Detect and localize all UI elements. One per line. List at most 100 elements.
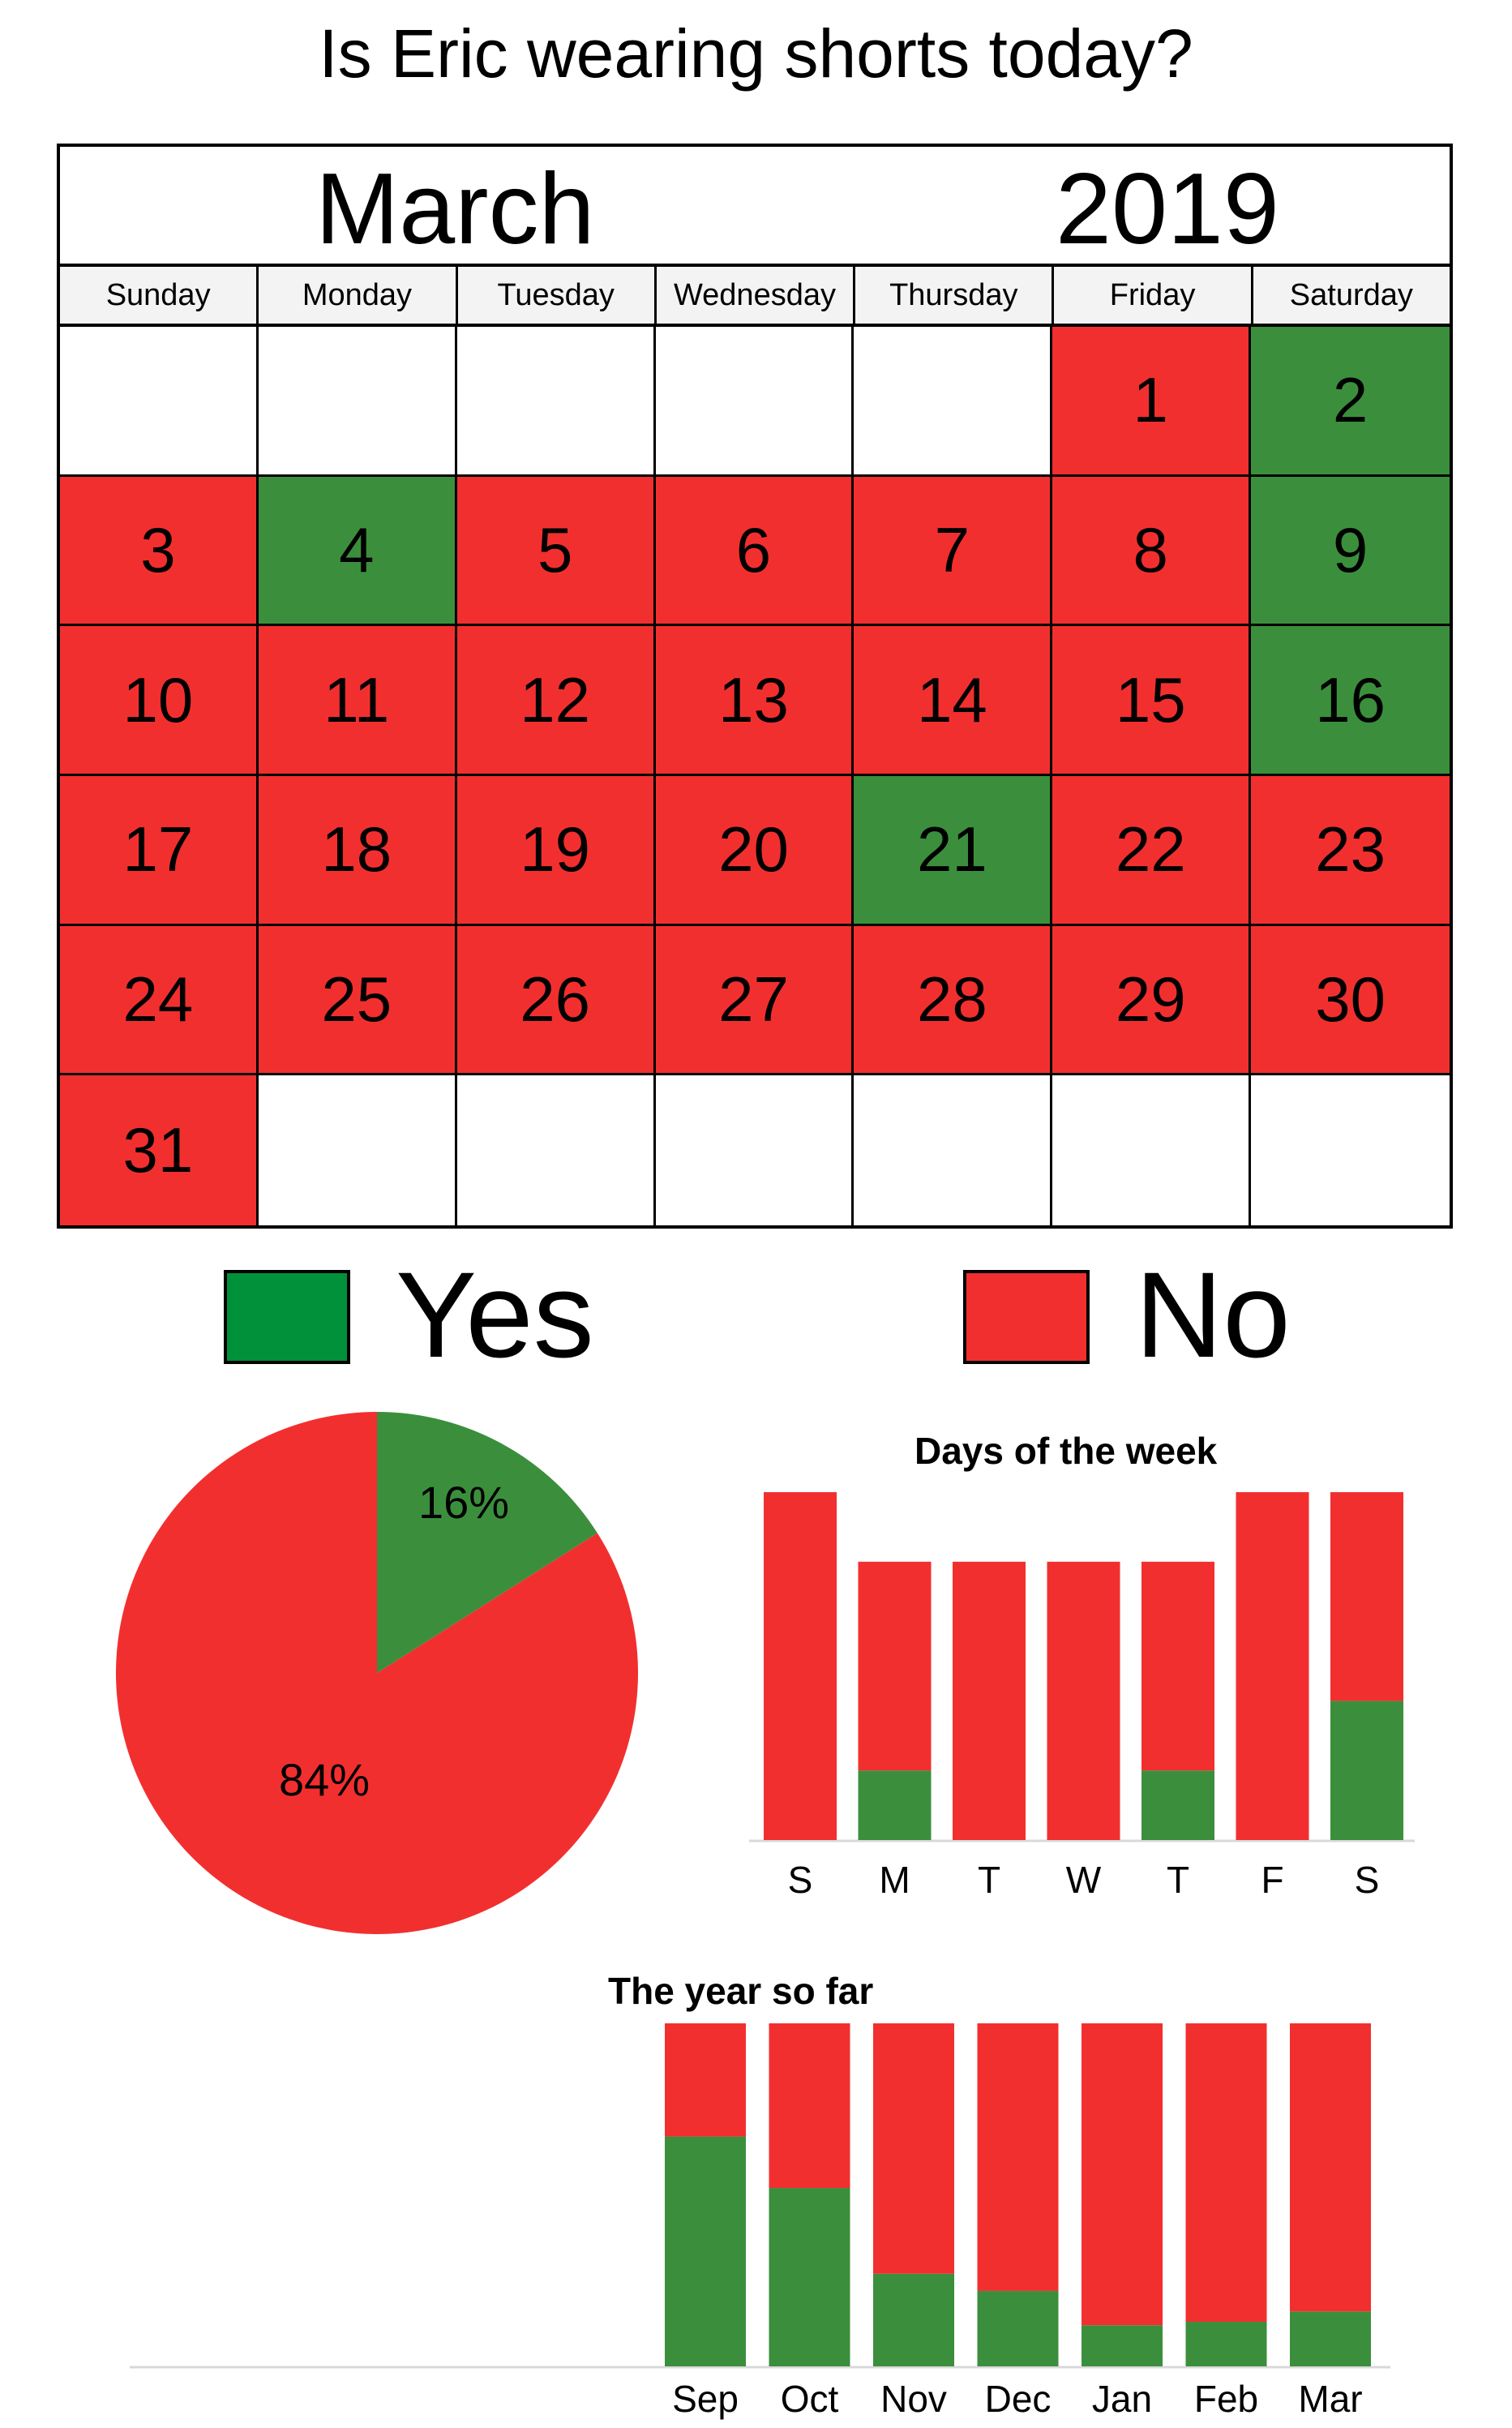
x-tick-label: T [1167, 1859, 1189, 1901]
pie-chart: 16% 84% [116, 1412, 638, 1934]
legend-yes-label: Yes [396, 1246, 594, 1383]
bar-yes-segment [665, 2136, 746, 2366]
bar-no-segment [1330, 1492, 1403, 1701]
calendar-day-cell: 22 [1052, 776, 1252, 926]
calendar-day-cell: 25 [258, 925, 457, 1076]
bar-no-segment [764, 1492, 837, 1840]
bar-no-segment [1290, 2023, 1371, 2312]
x-tick-label: Mar [1298, 2378, 1362, 2420]
calendar-day-cell: 13 [655, 626, 855, 776]
calendar-day-cell: 14 [854, 626, 1053, 776]
calendar-empty-cell [854, 327, 1053, 477]
calendar-day-cell: 15 [1052, 626, 1252, 776]
x-tick-label: S [788, 1859, 813, 1901]
calendar-day-cell: 12 [456, 626, 656, 776]
bar-no-segment [665, 2023, 746, 2137]
weekday-label: Sunday [60, 267, 259, 324]
x-tick-label: S [1355, 1859, 1380, 1901]
x-tick-label: F [1261, 1859, 1283, 1901]
calendar-day-cell: 6 [655, 476, 855, 627]
bar-no-segment [769, 2023, 850, 2189]
bar-yes-segment [1141, 1770, 1214, 1840]
bar-no-segment [1047, 1561, 1120, 1840]
bar-no-segment [1141, 1561, 1214, 1771]
calendar-header: March 2019 [60, 147, 1450, 267]
calendar: March 2019 Sunday Monday Tuesday Wednesd… [57, 144, 1453, 1229]
x-tick-label: Feb [1194, 2378, 1258, 2420]
calendar-day-cell: 2 [1251, 327, 1450, 477]
calendar-empty-cell [258, 327, 457, 477]
x-tick-label: Dec [985, 2378, 1052, 2420]
bar-yes-segment [1330, 1701, 1403, 1840]
calendar-empty-cell [854, 1075, 1053, 1225]
calendar-day-cell: 9 [1251, 476, 1450, 627]
x-tick-label: Sep [672, 2378, 739, 2420]
calendar-day-cell: 27 [655, 925, 855, 1076]
bar-yes-segment [858, 1770, 932, 1840]
calendar-empty-cell [258, 1075, 457, 1225]
bar-no-segment [977, 2023, 1059, 2291]
weekday-label: Saturday [1289, 278, 1413, 312]
x-tick-label: Nov [880, 2378, 947, 2420]
page-title: Is Eric wearing shorts today? [319, 15, 1193, 92]
calendar-day-cell: 24 [60, 925, 259, 1076]
calendar-day-cell: 1 [1052, 327, 1252, 477]
x-tick-label: Oct [781, 2378, 839, 2420]
pie-slice-no [116, 1412, 638, 1934]
legend-no-label: No [1135, 1246, 1291, 1383]
bar-no-segment [1236, 1492, 1309, 1840]
bar-yes-segment [1290, 2311, 1371, 2366]
bar-no-segment [873, 2023, 954, 2274]
calendar-empty-cell [456, 1075, 656, 1225]
pie-slice-yes [377, 1412, 598, 1673]
calendar-empty-cell [456, 327, 656, 477]
calendar-day-cell: 19 [456, 776, 656, 926]
pie-value-label: 16% [418, 1477, 509, 1528]
bar-yes-segment [873, 2273, 954, 2366]
calendar-day-cell: 7 [854, 476, 1053, 627]
year-chart-title: The year so far [608, 1970, 874, 2012]
weekday-chart-title: Days of the week [914, 1430, 1218, 1472]
weekday-label: Wednesday [657, 267, 856, 324]
calendar-empty-cell [1251, 1075, 1450, 1225]
calendar-day-cell: 30 [1251, 925, 1450, 1076]
x-tick-label: M [879, 1859, 910, 1901]
calendar-day-cell: 3 [60, 476, 259, 627]
bar-no-segment [1082, 2023, 1163, 2326]
weekday-header-row: Sunday Monday Tuesday Wednesday Thursday… [60, 267, 1450, 327]
weekday-label: Thursday [855, 267, 1055, 324]
calendar-day-cell: 16 [1251, 626, 1450, 776]
bar-no-segment [858, 1561, 932, 1771]
calendar-day-cell: 17 [60, 776, 259, 926]
calendar-day-cell: 21 [854, 776, 1053, 926]
weekday-label: Tuesday [458, 267, 657, 324]
x-tick-label: W [1066, 1859, 1102, 1901]
year-bar-chart: Sep Oct Nov Dec Jan Feb Mar [130, 2023, 1390, 2420]
calendar-empty-cell [1052, 1075, 1252, 1225]
legend-no-swatch [963, 1270, 1090, 1364]
pie-value-label: 84% [279, 1754, 370, 1805]
legend-yes-swatch [224, 1270, 350, 1364]
x-tick-label: Jan [1092, 2378, 1152, 2420]
calendar-day-cell: 8 [1052, 476, 1252, 627]
bar-yes-segment [769, 2188, 850, 2366]
calendar-day-cell: 20 [655, 776, 855, 926]
calendar-month: March [315, 153, 595, 265]
calendar-empty-cell [655, 327, 855, 477]
calendar-day-cell: 29 [1052, 925, 1252, 1076]
calendar-empty-cell [60, 327, 259, 477]
bar-yes-segment [977, 2290, 1059, 2366]
bar-no-segment [1185, 2023, 1267, 2323]
bar-yes-segment [1082, 2325, 1163, 2366]
calendar-day-cell: 18 [258, 776, 457, 926]
calendar-day-cell: 4 [258, 476, 457, 627]
calendar-day-cell: 26 [456, 925, 656, 1076]
calendar-day-cell: 23 [1251, 776, 1450, 926]
bar-no-segment [953, 1561, 1026, 1840]
bar-yes-segment [1185, 2322, 1267, 2366]
calendar-day-cell: 28 [854, 925, 1053, 1076]
calendar-day-cell: 10 [60, 626, 259, 776]
x-tick-label: T [978, 1859, 1000, 1901]
calendar-year: 2019 [1056, 153, 1279, 265]
